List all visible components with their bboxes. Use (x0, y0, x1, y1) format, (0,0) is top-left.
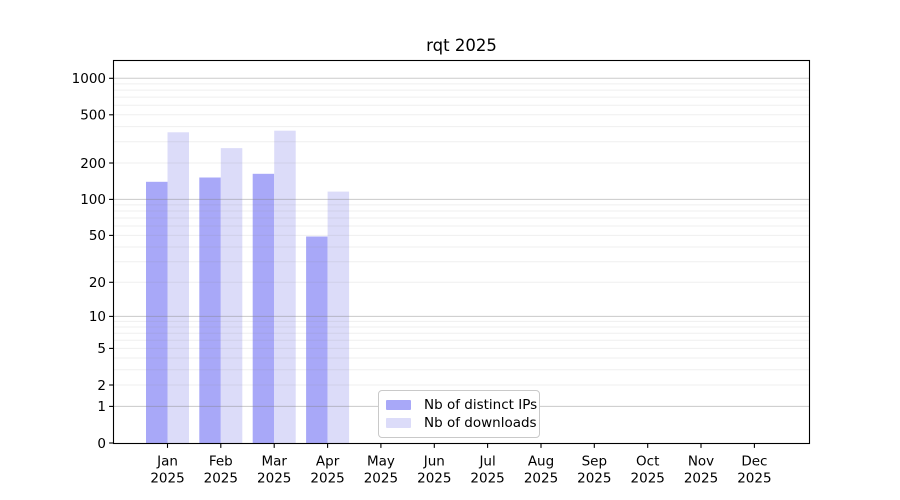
legend-swatch-icon (386, 400, 411, 410)
x-tick-label-year: 2025 (204, 471, 238, 487)
legend: Nb of distinct IPs Nb of downloads (378, 390, 540, 438)
bar-ips-mar (252, 173, 275, 444)
x-tick-label-month: Aug (528, 454, 554, 470)
bar-downloads-feb (220, 148, 243, 443)
x-tick-label-month: Jan (156, 454, 178, 470)
y-tick-label: 10 (89, 309, 106, 325)
x-tick-label-year: 2025 (470, 471, 504, 487)
bar-ips-feb (199, 177, 221, 443)
x-tick-label-month: Mar (261, 454, 287, 470)
x-tick-label-year: 2025 (417, 471, 451, 487)
x-tick-label-month: Jun (423, 454, 445, 470)
legend-swatch-icon (386, 418, 411, 428)
y-tick-label: 1 (97, 399, 106, 415)
x-tick-label-year: 2025 (631, 471, 665, 487)
y-tick-label: 200 (80, 156, 106, 172)
y-tick-label: 2 (97, 378, 106, 394)
y-tick-label: 5 (97, 341, 106, 357)
y-tick-label: 0 (97, 436, 106, 452)
x-tick-label-year: 2025 (577, 471, 611, 487)
bar-downloads-mar (274, 130, 296, 443)
x-tick-label-month: Oct (636, 454, 659, 470)
legend-item-downloads: Nb of downloads (386, 416, 537, 430)
x-tick-label-month: Apr (316, 454, 340, 470)
x-tick-label-month: Nov (688, 454, 714, 470)
x-tick-label-year: 2025 (684, 471, 718, 487)
y-tick-label: 50 (89, 228, 106, 244)
y-tick-label: 20 (89, 275, 106, 291)
y-tick-label: 1000 (72, 71, 106, 87)
legend-label: Nb of distinct IPs (424, 396, 538, 413)
bar-ips-apr (306, 236, 328, 443)
x-tick-label-year: 2025 (524, 471, 558, 487)
x-tick-label-year: 2025 (737, 471, 771, 487)
bar-ips-jan (146, 181, 168, 444)
x-tick-label-year: 2025 (364, 471, 398, 487)
x-tick-label-month: May (367, 454, 395, 470)
bar-downloads-jan (167, 132, 189, 444)
plot-border (112, 59, 811, 445)
y-tick-label: 100 (80, 192, 106, 208)
x-tick-label-month: Feb (209, 454, 233, 470)
x-tick-label-month: Dec (741, 454, 767, 470)
x-tick-label-year: 2025 (310, 471, 344, 487)
y-tick-label: 500 (80, 108, 106, 124)
x-tick-label-year: 2025 (150, 471, 184, 487)
legend-label: Nb of downloads (424, 414, 537, 431)
bar-downloads-apr (327, 191, 350, 443)
x-tick-label-year: 2025 (257, 471, 291, 487)
x-tick-label-month: Sep (582, 454, 607, 470)
x-tick-label-month: Jul (478, 454, 495, 470)
chart-title: rqt 2025 (426, 36, 497, 55)
legend-item-ips: Nb of distinct IPs (386, 398, 537, 412)
